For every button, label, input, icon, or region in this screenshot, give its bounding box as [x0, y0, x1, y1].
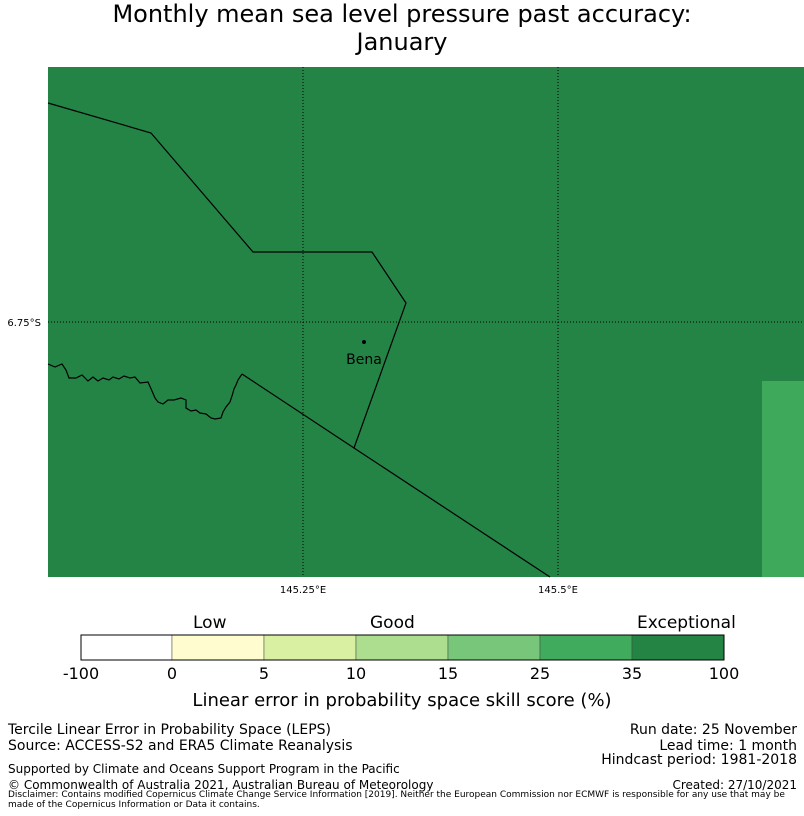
colorbar-segment-5	[447, 634, 541, 661]
colorbar-label-good: Good	[370, 613, 415, 633]
lead-time: Lead time: 1 month	[659, 738, 797, 754]
colorbar-tick: 15	[437, 664, 459, 683]
title-line-2: January	[356, 28, 448, 56]
town-marker	[362, 340, 366, 344]
colorbar-segment-4	[355, 634, 449, 661]
colorbar-tick: 10	[345, 664, 367, 683]
colorbar-segment-3	[263, 634, 357, 661]
run-date: Run date: 25 November	[629, 722, 797, 738]
colorbar-tick: 25	[529, 664, 551, 683]
colorbar-label-exceptional: Exceptional	[637, 613, 736, 633]
created-date: Created: 27/10/2021	[672, 778, 797, 792]
footer-leps: Tercile Linear Error in Probability Spac…	[8, 722, 331, 738]
chart-title: Monthly mean sea level pressure past acc…	[0, 0, 804, 56]
town-label: Bena	[346, 352, 382, 368]
footer-supported: Supported by Climate and Oceans Support …	[8, 762, 400, 776]
hindcast-period: Hindcast period: 1981-2018	[601, 752, 797, 768]
colorbar	[80, 634, 725, 661]
footer-source: Source: ACCESS-S2 and ERA5 Climate Reana…	[8, 738, 353, 754]
colorbar-tick: 5	[258, 664, 270, 683]
footer-copyright: © Commonwealth of Australia 2021, Austra…	[8, 778, 434, 792]
province-border-river	[47, 363, 243, 420]
province-border-north	[47, 102, 407, 449]
disclaimer: Disclaimer: Contains modified Copernicus…	[8, 790, 785, 810]
colorbar-tick: -100	[62, 664, 100, 683]
colorbar-tick: 100	[708, 664, 740, 683]
colorbar-title: Linear error in probability space skill …	[192, 690, 612, 711]
colorbar-segment-7	[631, 634, 725, 661]
province-border-south	[241, 373, 551, 578]
lon-label-145-25: 145.25°E	[280, 585, 326, 596]
colorbar-segment-6	[539, 634, 633, 661]
colorbar-segment-1	[80, 634, 173, 661]
lat-label: 6.75°S	[7, 318, 41, 329]
map: Bena 6.75°S 145.25°E 145.5°E	[7, 67, 804, 661]
colorbar-tick: 35	[621, 664, 643, 683]
colorbar-label-low: Low	[193, 613, 227, 633]
lighter-grid-cell	[762, 381, 804, 577]
title-line-1: Monthly mean sea level pressure past acc…	[112, 0, 692, 28]
colorbar-outline	[80, 634, 725, 661]
lon-label-145-5: 145.5°E	[538, 585, 578, 596]
colorbar-segment-2	[171, 634, 265, 661]
colorbar-tick: 0	[166, 664, 178, 683]
